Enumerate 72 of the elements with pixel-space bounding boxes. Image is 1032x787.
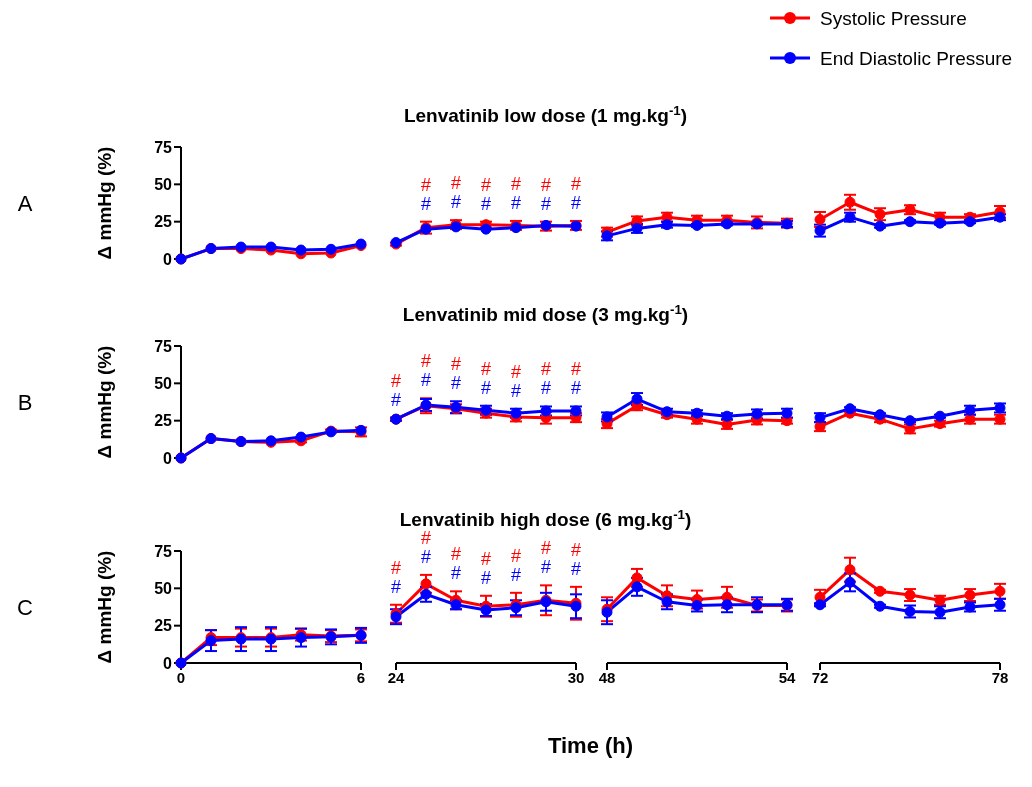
- annotation: #: [390, 370, 402, 391]
- annotation: #: [540, 378, 552, 399]
- text: A: [17, 191, 33, 216]
- x-tick-label: 0: [176, 668, 186, 686]
- annotation: #: [420, 193, 432, 214]
- text: C: [17, 595, 34, 620]
- annotation: #: [450, 173, 462, 194]
- annotation: #: [390, 557, 402, 578]
- annotation: #: [450, 544, 462, 565]
- annotation: #: [450, 373, 462, 394]
- y-axis-title: Δ mmHg (%): [94, 550, 115, 664]
- annotation: #: [420, 174, 432, 195]
- annotation: #: [450, 563, 462, 584]
- y-tick-label: 25: [154, 213, 173, 231]
- annotation: #: [480, 358, 492, 379]
- annotation: #: [570, 558, 582, 579]
- chart-title: Lenvatinib low dose (1 mg.kg$^{-1}$): [403, 102, 688, 126]
- annotation: #: [510, 545, 522, 566]
- annotation: #: [510, 361, 522, 382]
- y-tick-label: 50: [154, 580, 173, 598]
- annotation: #: [420, 370, 432, 391]
- annotation: #: [420, 527, 432, 548]
- y-tick-label: 50: [154, 375, 173, 393]
- annotation: #: [570, 359, 582, 380]
- x-tick-label: 72: [811, 668, 829, 686]
- y-tick-label: 0: [163, 449, 173, 467]
- annotation: #: [510, 380, 522, 401]
- annotation: #: [540, 538, 552, 559]
- annotation: #: [570, 173, 582, 194]
- legend-label: Systolic Pressure: [820, 8, 967, 29]
- legend-label: End Diastolic Pressure: [820, 48, 1013, 69]
- y-tick-label: 0: [163, 654, 173, 672]
- annotation: #: [480, 174, 492, 195]
- x-axis-title: Time (h): [547, 733, 634, 758]
- annotation: #: [420, 351, 432, 372]
- annotation: #: [540, 359, 552, 380]
- annotation: #: [420, 546, 432, 567]
- annotation: #: [480, 377, 492, 398]
- annotation: #: [510, 564, 522, 585]
- annotation: #: [480, 567, 492, 588]
- x-tick-label: 24: [387, 668, 405, 686]
- y-tick-label: 50: [154, 176, 173, 194]
- y-tick-label: 25: [154, 412, 173, 430]
- annotation: #: [570, 192, 582, 213]
- x-tick-label: 6: [356, 668, 366, 686]
- y-tick-label: 25: [154, 617, 173, 635]
- text: B: [17, 390, 33, 415]
- annotation: #: [480, 548, 492, 569]
- y-axis-title: Δ mmHg (%): [94, 146, 115, 260]
- annotation: #: [570, 378, 582, 399]
- x-tick-label: 54: [778, 668, 796, 686]
- x-tick-label: 30: [567, 668, 585, 686]
- annotation: #: [510, 192, 522, 213]
- annotation: #: [390, 389, 402, 410]
- x-tick-label: 78: [991, 668, 1009, 686]
- x-tick-label: 48: [598, 668, 616, 686]
- annotation: #: [540, 557, 552, 578]
- y-tick-label: 75: [154, 542, 173, 560]
- annotation: #: [510, 173, 522, 194]
- annotation: #: [570, 539, 582, 560]
- y-tick-label: 75: [154, 138, 173, 156]
- annotation: #: [540, 174, 552, 195]
- annotation: #: [450, 354, 462, 375]
- y-tick-label: 0: [163, 250, 173, 268]
- annotation: #: [480, 193, 492, 214]
- annotation: #: [540, 193, 552, 214]
- y-tick-label: 75: [154, 337, 173, 355]
- annotation: #: [450, 192, 462, 213]
- chart-title: Lenvatinib high dose (6 mg.kg$^{-1}$): [399, 506, 692, 530]
- chart-title: Lenvatinib mid dose (3 mg.kg$^{-1}$): [402, 301, 689, 325]
- y-axis-title: Δ mmHg (%): [94, 345, 115, 459]
- annotation: #: [390, 576, 402, 597]
